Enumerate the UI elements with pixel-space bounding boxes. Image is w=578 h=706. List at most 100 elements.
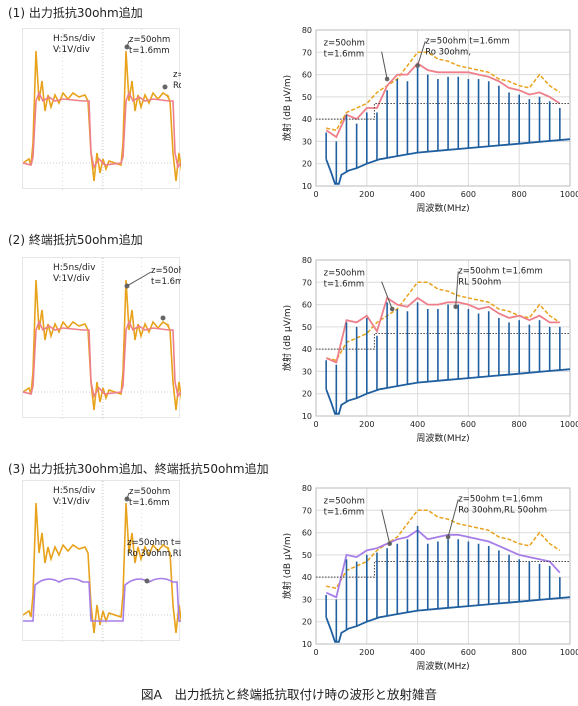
scope-annotation-original: z=50ohm [129, 35, 170, 45]
x-tick-label: 200 [359, 190, 374, 199]
annotation-marker [387, 541, 392, 547]
section-title: (3) 出力抵抗30ohm追加、終端抵抗50ohm追加 [8, 462, 269, 476]
plot-frame [315, 259, 571, 417]
x-axis-label: 周波数(MHz) [416, 202, 469, 214]
spectrum-annotation-modified: Ro 30ohm, [425, 47, 471, 57]
waveform-modified [23, 577, 181, 622]
x-axis-label: 周波数(MHz) [416, 432, 469, 444]
spectrum-noise-floor [325, 596, 571, 643]
limit-line [316, 103, 570, 120]
spectrum-noise-floor [325, 138, 571, 185]
y-tick-label: 30 [302, 367, 312, 376]
annotation-leader [455, 271, 459, 307]
annotation-leader [381, 51, 388, 80]
x-tick-label: 1000 [560, 190, 578, 199]
x-tick-label: 200 [359, 420, 374, 429]
section-title: (2) 終端抵抗50ohm追加 [8, 233, 143, 247]
spectrum-annotation-original: t=1.6mm [324, 508, 365, 518]
x-tick-label: 1000 [560, 648, 578, 657]
y-tick-label: 10 [302, 640, 312, 649]
x-tick-label: 0 [313, 190, 318, 199]
scope-setting-label: V:1V/div [53, 274, 91, 284]
annotation-marker [453, 304, 458, 310]
section-title: (1) 出力抵抗30ohm追加 [8, 6, 143, 20]
y-tick-label: 40 [302, 115, 312, 124]
y-tick-label: 70 [302, 48, 312, 57]
annotation-leader [126, 271, 152, 287]
spectrum-annotation-original: t=1.6mm [324, 280, 365, 290]
x-tick-label: 800 [512, 190, 527, 199]
y-tick-label: 30 [302, 595, 312, 604]
y-tick-label: 80 [302, 484, 312, 493]
y-tick-label: 60 [302, 529, 312, 538]
annotation-marker [162, 84, 168, 90]
series-original-dashed [326, 509, 561, 590]
y-tick-label: 50 [302, 551, 312, 560]
scope-annotation-modified: z=50ohm t=1.6mm [173, 70, 181, 80]
annotation-marker [144, 578, 150, 584]
series-modified [325, 296, 560, 364]
scope-annotation-modified: z=50ohm t=1.6mm [127, 538, 181, 548]
series-modified [325, 529, 561, 599]
y-tick-label: 80 [302, 26, 312, 35]
y-tick-label: 70 [302, 506, 312, 515]
waveform-modified [23, 320, 181, 399]
x-tick-label: 400 [410, 420, 425, 429]
scope-annotation-original: t=1.6mm [151, 277, 181, 287]
scope-annotation-original: t=1.6mm [129, 46, 170, 56]
spectrum-annotation-modified: RL 50ohm [458, 277, 501, 287]
annotation-leader [417, 41, 426, 66]
x-tick-label: 400 [410, 190, 425, 199]
y-tick-label: 50 [302, 323, 312, 332]
spectrum-annotation-modified: z=50ohm t=1.6mm [425, 36, 510, 46]
y-tick-label: 60 [302, 301, 312, 310]
x-tick-label: 1000 [560, 420, 578, 429]
annotation-marker [160, 315, 166, 321]
x-tick-label: 800 [512, 420, 527, 429]
x-tick-label: 600 [461, 420, 476, 429]
limit-line [316, 333, 570, 350]
series-original-dashed [326, 51, 561, 132]
y-tick-label: 80 [302, 256, 312, 265]
plot-frame [315, 29, 571, 187]
scope-setting-label: V:1V/div [53, 497, 91, 507]
y-tick-label: 30 [302, 137, 312, 146]
x-tick-label: 0 [313, 420, 318, 429]
spectrum-annotation-modified: Ro 30ohm,RL 50ohm [458, 505, 547, 515]
x-tick-label: 600 [461, 190, 476, 199]
spectrum-annotation-modified: z=50ohm t=1.6mm [458, 494, 543, 504]
x-axis-label: 周波数(MHz) [416, 660, 469, 672]
scope-annotation-original: z=50ohm [151, 266, 181, 276]
scope-annotation-modified: Ro 30ohm,RL 50ohm [127, 549, 181, 559]
scope-setting-label: H:5ns/div [53, 263, 96, 273]
y-tick-label: 20 [302, 390, 312, 399]
x-tick-label: 400 [410, 648, 425, 657]
y-tick-label: 20 [302, 618, 312, 627]
x-tick-label: 800 [512, 648, 527, 657]
series-modified [325, 62, 561, 139]
waveform-original [23, 502, 181, 634]
spectrum-annotation-original: t=1.6mm [324, 50, 365, 60]
y-tick-label: 70 [302, 278, 312, 287]
radiation-spectrum-chart: 10 20 30 40 50 60 70 80 0 200 400 600 800 1000 周波数(MHz… [280, 248, 578, 448]
annotation-leader [126, 40, 130, 48]
y-tick-label: 10 [302, 182, 312, 191]
annotation-marker [389, 306, 395, 312]
annotation-leader [381, 509, 391, 544]
scope-setting-label: H:5ns/div [53, 486, 96, 496]
y-tick-label: 40 [302, 345, 312, 354]
figure-caption: 図A 出力抵抗と終端抵抗取付け時の波形と放射雑音 [140, 687, 438, 702]
spectrum-annotation-original: z=50ohm [324, 497, 365, 507]
y-tick-label: 60 [302, 71, 312, 80]
radiation-spectrum-chart: 10 20 30 40 50 60 70 80 0 200 400 600 800 1000 周波数(MHz… [280, 18, 578, 218]
spectrum-noise-floor [325, 368, 571, 415]
scope-annotation-original: t=1.6mm [129, 498, 170, 508]
